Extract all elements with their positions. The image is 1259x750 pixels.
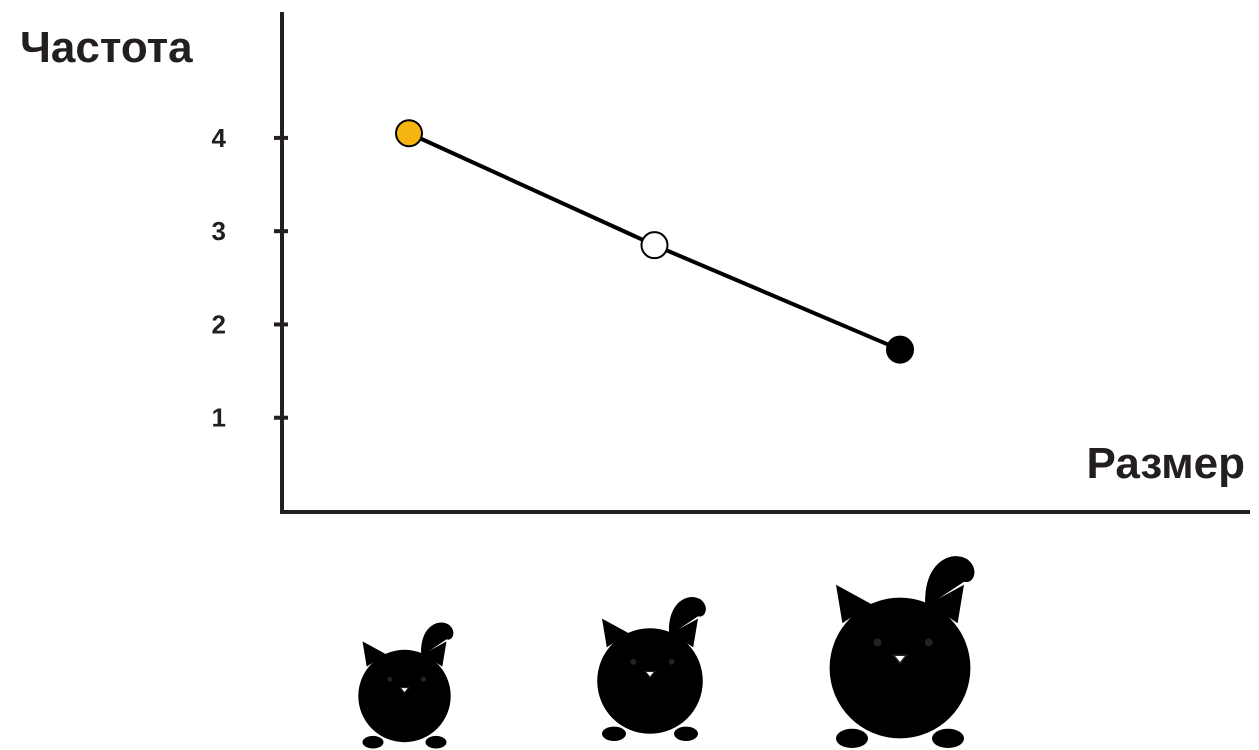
y-tick-label: 1 xyxy=(212,403,226,433)
y-tick-label: 2 xyxy=(212,309,226,339)
cat-large xyxy=(828,555,976,749)
cat-small xyxy=(357,622,454,750)
y-tick-label: 3 xyxy=(212,216,226,246)
marker xyxy=(395,119,423,148)
cat-medium xyxy=(596,596,707,742)
y-tick-label: 4 xyxy=(212,123,227,153)
cats xyxy=(357,555,976,750)
y-axis-title: Частота xyxy=(20,23,193,72)
marker xyxy=(886,335,914,364)
x-axis-title: Размер xyxy=(1087,439,1245,488)
marker xyxy=(640,231,669,260)
